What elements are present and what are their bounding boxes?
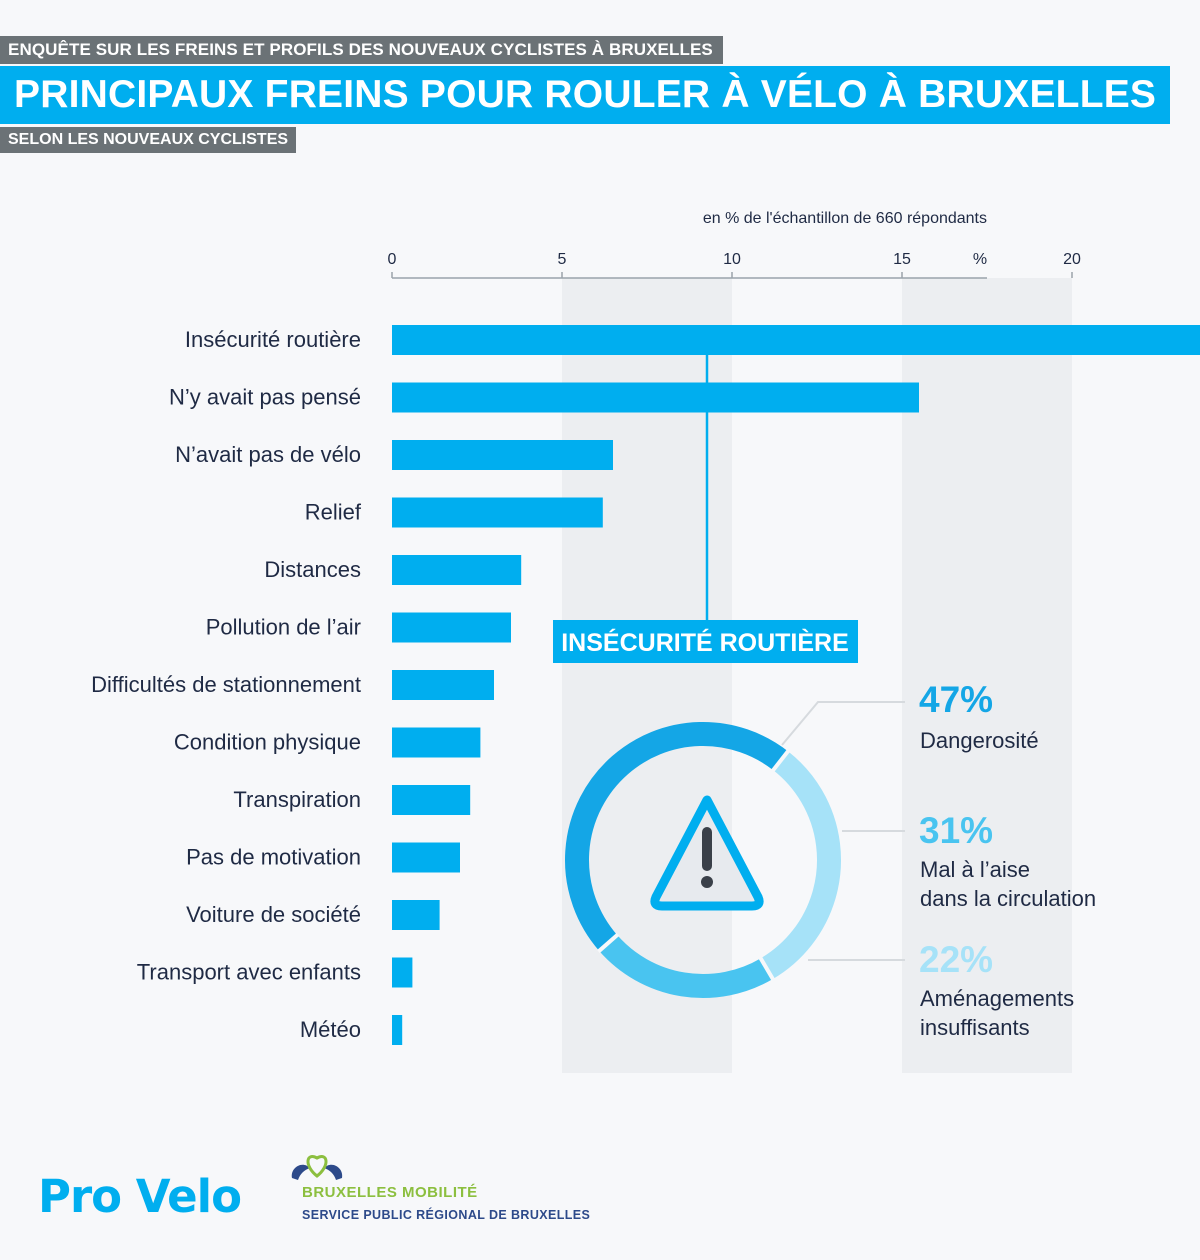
bar	[392, 670, 494, 700]
bruxelles-mobilite-emblem-icon	[291, 1155, 343, 1180]
category-label: Voiture de société	[186, 902, 361, 927]
bar	[392, 440, 613, 470]
bruxelles-mobilite-logo: BRUXELLES MOBILITÉ SERVICE PUBLIC RÉGION…	[290, 1148, 590, 1222]
pro-velo-logo: Pro Velo	[38, 1170, 242, 1223]
bar	[392, 957, 413, 988]
bar	[392, 325, 1200, 355]
category-label: Relief	[305, 500, 362, 525]
bruxelles-mobilite-name: BRUXELLES MOBILITÉ	[302, 1184, 478, 1201]
category-label: Difficultés de stationnement	[91, 672, 361, 697]
donut-separator	[758, 956, 776, 981]
category-label: N’y avait pas pensé	[169, 385, 361, 410]
category-label: Distances	[264, 557, 361, 582]
x-tick-label: 20	[1063, 251, 1081, 268]
slice-label: insuffisants	[920, 1015, 1030, 1040]
survey-title: ENQUÊTE SUR LES FREINS ET PROFILS DES NO…	[0, 36, 723, 64]
warning-exclamation-dot	[701, 876, 713, 888]
bar	[392, 612, 511, 643]
bar	[392, 727, 481, 758]
leader-line	[781, 701, 905, 746]
category-label: Météo	[300, 1017, 361, 1042]
callout-box	[553, 620, 858, 663]
slice-label: Dangerosité	[920, 728, 1039, 753]
x-tick-label: 10	[723, 251, 741, 268]
x-tick-label: 0	[388, 251, 397, 268]
slice-label: Aménagements	[920, 986, 1074, 1011]
slice-percent: 31%	[919, 810, 993, 851]
slice-percent: 22%	[919, 939, 993, 980]
category-label: Pas de motivation	[186, 845, 361, 870]
category-label: Pollution de l’air	[206, 615, 361, 640]
category-label: Insécurité routière	[185, 327, 361, 352]
slice-label: dans la circulation	[920, 886, 1096, 911]
bar	[392, 842, 460, 873]
bar	[392, 497, 603, 528]
axis-note: en % de l'échantillon de 660 répondants	[703, 210, 987, 227]
slice-percent: 47%	[919, 679, 993, 720]
bar	[392, 785, 471, 815]
x-tick-label: 5	[558, 251, 567, 268]
slice-label: Mal à l’aise	[920, 857, 1030, 882]
bruxelles-mobilite-service: SERVICE PUBLIC RÉGIONAL DE BRUXELLES	[302, 1208, 591, 1222]
bar	[392, 382, 919, 413]
category-label: Condition physique	[174, 730, 361, 755]
donut-separator	[597, 932, 620, 954]
x-unit-label: %	[973, 251, 987, 268]
bar	[392, 1015, 403, 1045]
page-subtitle: SELON LES NOUVEAUX CYCLISTES	[0, 127, 297, 153]
category-label: Transpiration	[233, 787, 361, 812]
page-title: PRINCIPAUX FREINS POUR ROULER À VÉLO À B…	[0, 66, 1171, 124]
category-label: Transport avec enfants	[137, 960, 361, 985]
bar	[392, 900, 440, 930]
x-tick-label: 15	[893, 251, 911, 268]
bar	[392, 555, 522, 585]
grid-band	[902, 278, 1072, 1073]
callout-title: INSÉCURITÉ ROUTIÈRE	[561, 628, 849, 657]
donut-separator	[770, 749, 791, 773]
category-label: N’avait pas de vélo	[175, 442, 361, 467]
